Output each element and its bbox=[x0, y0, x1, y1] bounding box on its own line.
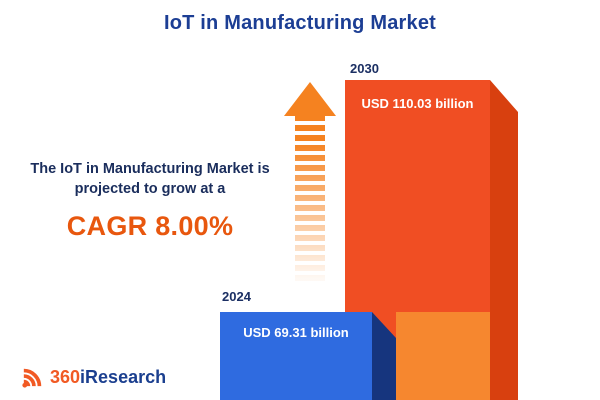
bar-2030-lower-shade bbox=[396, 312, 490, 400]
value-label-2030: USD 110.03 billion bbox=[361, 96, 474, 111]
chart-title: IoT in Manufacturing Market bbox=[163, 12, 437, 34]
growth-arrow-icon bbox=[284, 82, 336, 288]
category-label-2030: 2030 bbox=[350, 61, 379, 76]
logo-icon bbox=[22, 366, 44, 388]
value-label-2024: USD 69.31 billion bbox=[243, 325, 349, 340]
bar-2024-front bbox=[220, 312, 372, 400]
description-block: The IoT in Manufacturing Market is proje… bbox=[14, 160, 286, 245]
arrow-shaft bbox=[295, 115, 325, 285]
bar-2024-side bbox=[372, 312, 396, 400]
description-line-1: The IoT in Manufacturing Market is bbox=[30, 161, 270, 177]
cagr-text: CAGR 8.00% bbox=[66, 211, 234, 242]
logo-text: 360iResearch bbox=[50, 368, 166, 386]
brand-logo: 360iResearch bbox=[22, 366, 166, 388]
category-label-2024: 2024 bbox=[222, 289, 251, 304]
bar-2030-side bbox=[490, 80, 518, 400]
description-line-2: projected to grow at a bbox=[74, 180, 226, 197]
arrow-head bbox=[284, 82, 336, 116]
logo-text-orange: 360 bbox=[50, 367, 81, 387]
logo-text-blue: iResearch bbox=[80, 367, 167, 387]
